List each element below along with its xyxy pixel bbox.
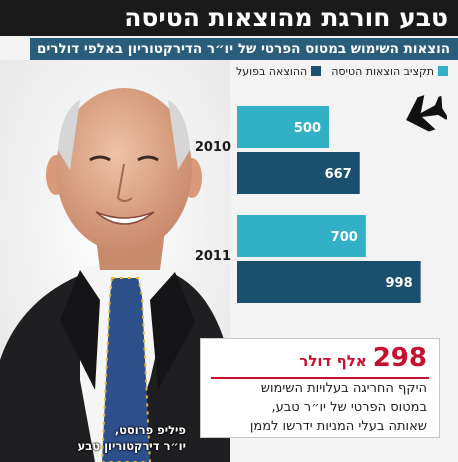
callout-number: 298 — [372, 343, 427, 373]
page-title: טבע חורגת מהוצאות הטיסה — [0, 0, 458, 36]
bar-2010-series-0 — [237, 106, 329, 148]
value-label-2010-series-1: 667 — [325, 167, 352, 182]
highlight-callout: 298 אלף דולר היקף החריגה בעלויות השימוש … — [200, 338, 440, 438]
bar-2011-series-0 — [237, 215, 366, 257]
legend-swatch-actual — [311, 66, 322, 76]
bar-2011-series-1 — [237, 261, 421, 303]
callout-divider — [211, 377, 429, 379]
category-label-2011: 2011 — [195, 249, 231, 264]
legend-label-actual: ההוצאה בפועל — [235, 64, 308, 78]
value-label-2011-series-0: 700 — [331, 230, 358, 245]
photo-caption: פיליפ פרוסט, יו״ר דירקטוריון טבע — [6, 422, 186, 454]
bar-2010-series-1 — [237, 152, 360, 194]
legend-label-budget: תקציב הוצאות הטיסה — [331, 64, 434, 78]
legend-swatch-budget — [438, 66, 448, 76]
callout-line-2: במטוס הפרטי של יו״ר טבע, — [271, 400, 427, 415]
value-label-2011-series-1: 998 — [385, 276, 412, 291]
caption-role: יו״ר דירקטוריון טבע — [77, 439, 186, 453]
chart-subtitle: הוצאות השימוש במטוס הפרטי של יו״ר הדירקט… — [30, 38, 458, 60]
callout-text: היקף החריגה בעלויות השימוש במטוס הפרטי ש… — [205, 379, 427, 436]
chairman-photo — [0, 60, 230, 462]
value-label-2010-series-0: 500 — [294, 121, 321, 136]
callout-heading: 298 אלף דולר — [299, 343, 427, 373]
legend-item-actual: ההוצאה בפועל — [235, 64, 322, 78]
callout-line-1: היקף החריגה בעלויות השימוש — [260, 381, 427, 396]
callout-unit: אלף דולר — [299, 352, 367, 370]
callout-line-3: שאותה בעלי המניות ידרשו לממן — [249, 419, 427, 434]
caption-name: פיליפ פרוסט, — [114, 423, 186, 437]
airplane-icon — [390, 95, 447, 132]
legend-item-budget: תקציב הוצאות הטיסה — [331, 65, 448, 78]
category-label-2010: 2010 — [195, 140, 231, 155]
chart-legend: תקציב הוצאות הטיסה ההוצאה בפועל — [236, 63, 448, 79]
